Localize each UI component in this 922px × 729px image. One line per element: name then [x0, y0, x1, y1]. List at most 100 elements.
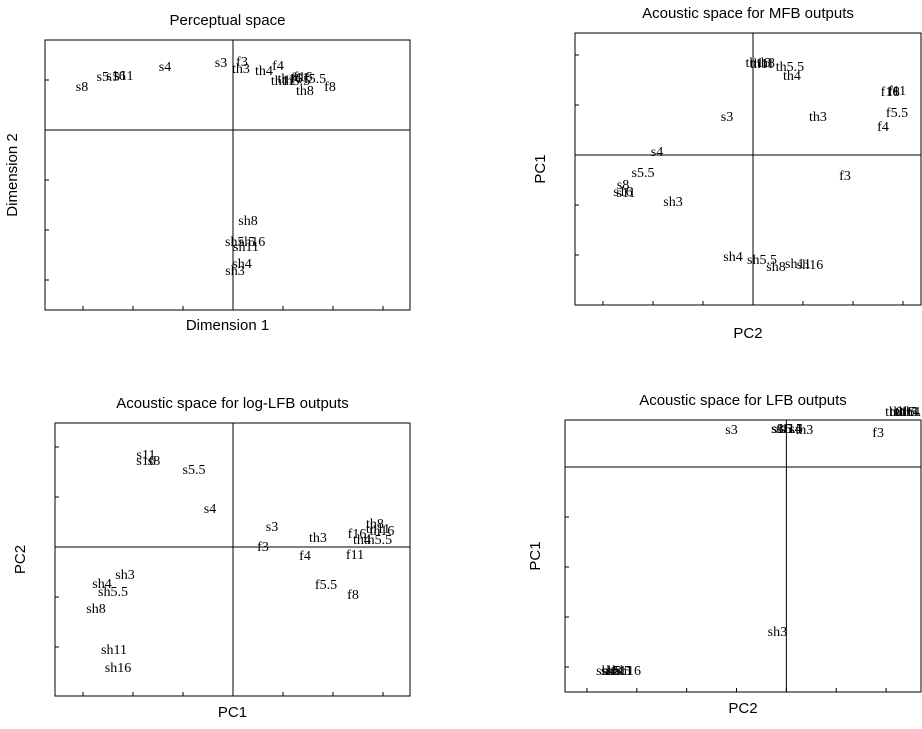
point-label: s5.5: [780, 422, 803, 437]
point-label: f11: [346, 548, 364, 563]
point-label: th4: [902, 405, 920, 420]
point-label: sh3: [768, 625, 787, 640]
point-label: sh4: [723, 250, 742, 265]
point-label: sh4: [92, 577, 111, 592]
chart-title: Acoustic space for LFB outputs: [639, 392, 847, 409]
chart-title: Acoustic space for log-LFB outputs: [116, 395, 349, 412]
point-label: th8: [885, 405, 903, 420]
point-label: th8: [366, 517, 384, 532]
point-label: s3: [215, 56, 227, 71]
point-label: th8: [296, 84, 314, 99]
point-label: sh3: [225, 264, 244, 279]
point-label: s8: [771, 422, 783, 437]
point-label: s5.5: [97, 70, 120, 85]
point-label: f11: [291, 71, 309, 86]
x-axis-label: PC2: [728, 700, 757, 717]
point-label: sh16: [105, 661, 131, 676]
x-axis-label: PC2: [733, 325, 762, 342]
point-label: th3: [809, 110, 827, 125]
point-label: s16: [106, 69, 125, 84]
point-label: s4: [159, 60, 171, 75]
point-label: sh8: [238, 214, 257, 229]
point-label: sh5.5: [747, 253, 777, 268]
point-label: sh3: [115, 568, 134, 583]
point-label: s4: [789, 422, 801, 437]
point-label: f4: [272, 59, 284, 74]
chart-title: Perceptual space: [170, 12, 286, 29]
point-label: th11: [895, 405, 919, 420]
point-label: f16: [881, 85, 900, 100]
point-label: f3: [839, 169, 851, 184]
point-label: s8: [76, 80, 88, 95]
point-label: sh4: [232, 257, 251, 272]
point-label: f5.5: [886, 106, 908, 121]
point-label: th11: [750, 57, 774, 72]
point-label: th3: [232, 62, 250, 77]
point-label: th4: [783, 69, 801, 84]
point-label: s4: [651, 145, 663, 160]
point-label: sh8: [602, 664, 621, 679]
y-axis-label: PC1: [527, 541, 544, 570]
point-label: f5.5: [304, 72, 326, 87]
point-label: th8: [757, 56, 775, 71]
y-axis-label: PC2: [12, 545, 29, 574]
point-label: f3: [257, 540, 269, 555]
point-label: sh11: [785, 257, 811, 272]
point-label: f16: [348, 527, 367, 542]
point-label: f8: [888, 85, 900, 100]
point-label: th5.5: [364, 533, 392, 548]
plot-frame: [574, 32, 922, 306]
point-label: th5.5: [282, 74, 310, 89]
point-label: f5.5: [315, 578, 337, 593]
point-label: s16: [613, 185, 632, 200]
point-label: s5.5: [183, 463, 206, 478]
point-label: f4: [299, 549, 311, 564]
point-label: sh16: [615, 664, 641, 679]
point-label: sh4: [596, 664, 615, 679]
plot-frame: [564, 419, 922, 693]
point-label: sh8: [766, 260, 785, 275]
point-label: s16: [136, 454, 155, 469]
point-label: th3: [795, 423, 813, 438]
point-label: th5.5: [776, 60, 804, 75]
point-label: s4: [204, 502, 216, 517]
point-label: s8: [617, 178, 629, 193]
point-label: sh11: [233, 240, 259, 255]
point-label: s16: [772, 422, 791, 437]
point-label: th16: [746, 56, 771, 71]
chart-title: Acoustic space for MFB outputs: [642, 5, 854, 22]
point-label: th16: [890, 405, 915, 420]
point-label: f4: [877, 120, 889, 135]
point-label: sh5.5: [225, 235, 255, 250]
point-label: th16: [278, 72, 303, 87]
point-label: s11: [776, 422, 795, 437]
point-label: s3: [266, 520, 278, 535]
x-axis-label: Dimension 1: [186, 317, 269, 334]
y-axis-label: Dimension 2: [4, 133, 21, 216]
point-label: th11: [366, 522, 390, 537]
point-label: sh11: [101, 643, 127, 658]
plot-frame: [44, 39, 411, 311]
point-label: th4: [255, 64, 273, 79]
point-label: sh16: [239, 235, 265, 250]
point-label: sh8: [86, 602, 105, 617]
y-axis-label: PC1: [532, 154, 549, 183]
point-label: th16: [370, 524, 395, 539]
point-label: th11: [271, 74, 295, 89]
point-label: sh5.5: [601, 664, 631, 679]
point-label: s3: [725, 423, 737, 438]
point-label: s11: [115, 69, 134, 84]
point-label: th4: [353, 533, 371, 548]
point-label: f3: [236, 55, 248, 70]
point-label: s11: [617, 186, 636, 201]
x-axis-label: PC1: [218, 704, 247, 721]
point-label: s8: [148, 454, 160, 469]
point-label: f16: [294, 70, 313, 85]
point-label: f8: [324, 80, 336, 95]
point-label: f8: [347, 588, 359, 603]
point-label: th3: [309, 531, 327, 546]
point-label: s3: [721, 110, 733, 125]
point-label: sh16: [797, 258, 823, 273]
point-label: s11: [137, 448, 156, 463]
